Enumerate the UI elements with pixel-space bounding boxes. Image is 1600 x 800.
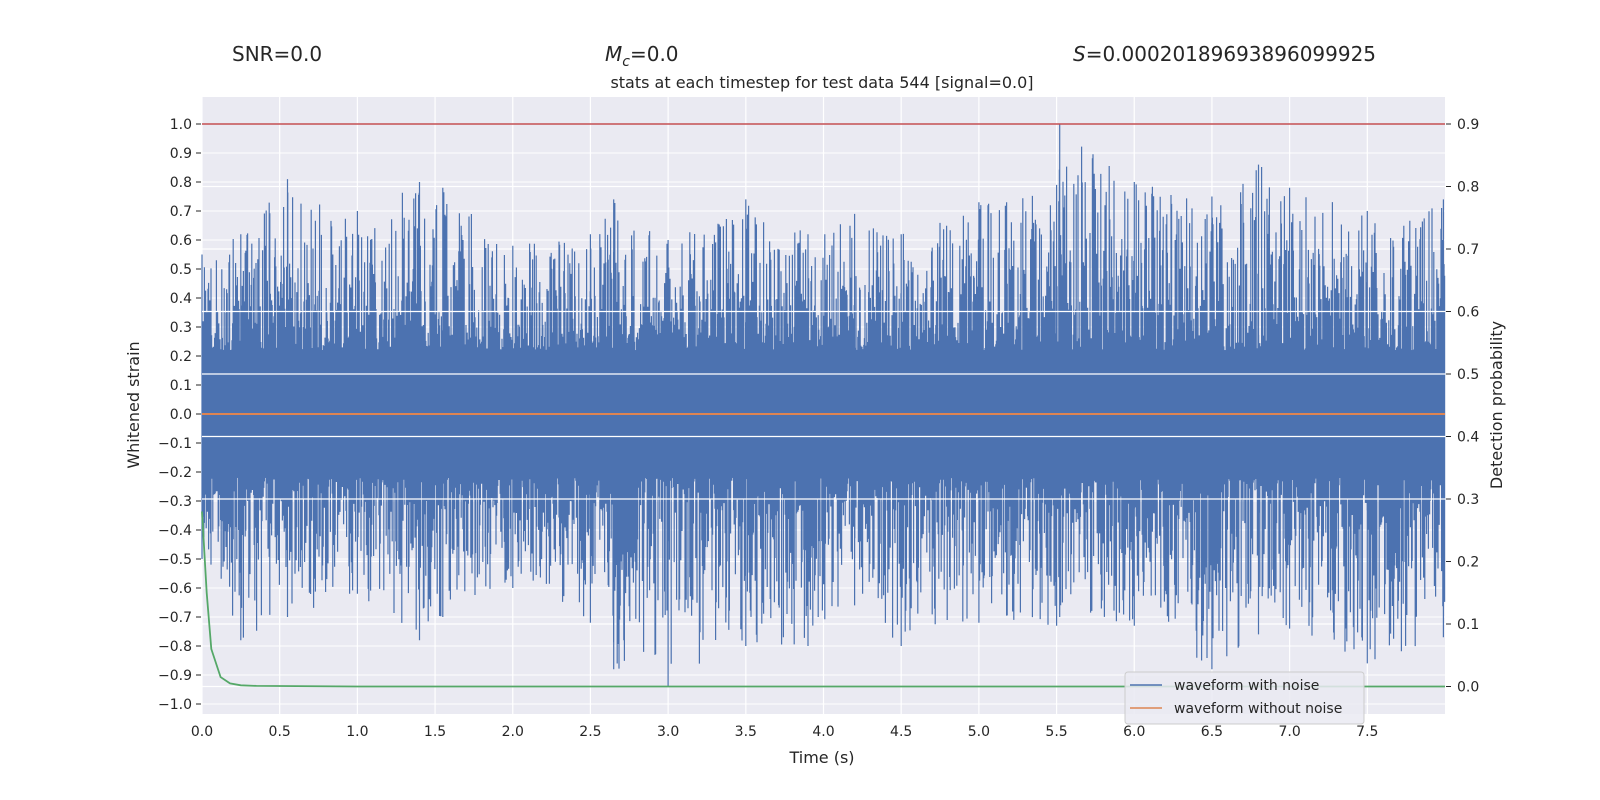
x-tick-label: 2.0 [502, 724, 524, 740]
y-right-tick-label: 0.3 [1457, 492, 1479, 508]
x-tick-label: 1.5 [424, 724, 446, 740]
chart-title: stats at each timestep for test data 544… [610, 73, 1033, 92]
y-tick-label: 0.5 [170, 262, 192, 278]
x-tick-label: 3.0 [657, 724, 679, 740]
y-tick-label: 0.6 [170, 233, 192, 249]
y-tick-label: −0.7 [158, 610, 192, 626]
x-tick-label: 4.5 [890, 724, 912, 740]
legend-label-clean: waveform without noise [1174, 701, 1342, 717]
y-tick-label: −0.1 [158, 436, 192, 452]
y-tick-label: 0.9 [170, 146, 192, 162]
y-tick-label: −0.2 [158, 465, 192, 481]
y-tick-label: 1.0 [170, 117, 192, 133]
y-tick-label: −0.6 [158, 581, 192, 597]
legend-box [1124, 671, 1365, 725]
y-axis-right-label: Detection probability [1487, 321, 1506, 489]
legend-label-noise: waveform with noise [1174, 678, 1319, 694]
y-tick-label: 0.3 [170, 320, 192, 336]
y-tick-label: −0.9 [158, 668, 192, 684]
y-axis-label: Whitened strain [124, 341, 143, 468]
x-tick-label: 1.0 [346, 724, 368, 740]
y-tick-label: 0.2 [170, 349, 192, 365]
y-tick-label: −0.3 [158, 494, 192, 510]
x-tick-label: 0.5 [269, 724, 291, 740]
chirp-mass-stat: Mc=0.0 [605, 42, 679, 70]
x-tick-label: 7.5 [1356, 724, 1378, 740]
x-tick-label: 7.0 [1278, 724, 1300, 740]
x-tick-label: 6.0 [1123, 724, 1145, 740]
legend: waveform with noise waveform without noi… [1124, 671, 1365, 725]
y-right-tick-label: 0.8 [1457, 180, 1479, 196]
y-tick-label: 0.4 [170, 291, 192, 307]
chirp-mass-value: =0.0 [630, 42, 679, 66]
x-tick-label: 5.0 [968, 724, 990, 740]
y-right-tick-label: 0.0 [1457, 680, 1479, 696]
y-right-tick-label: 0.5 [1457, 367, 1479, 383]
detection-probability-line [201, 511, 1445, 688]
y-right-tick-label: 0.1 [1457, 617, 1479, 633]
y-right-tick-label: 0.7 [1457, 242, 1479, 258]
x-tick-label: 5.5 [1045, 724, 1067, 740]
y-right-tick-label: 0.2 [1457, 555, 1479, 571]
y-tick-label: 0.1 [170, 378, 192, 394]
y-tick-label: −0.4 [158, 523, 192, 539]
y-right-tick-label: 0.9 [1457, 117, 1479, 133]
chirp-mass-subscript: c [622, 54, 630, 70]
chirp-mass-symbol: M [605, 42, 622, 66]
x-tick-label: 2.5 [579, 724, 601, 740]
y-right-tick-label: 0.4 [1457, 430, 1479, 446]
x-tick-label: 6.5 [1201, 724, 1223, 740]
x-tick-label: 3.5 [735, 724, 757, 740]
y-tick-label: −1.0 [158, 697, 192, 713]
s-stat: S=0.00020189693896099925 [1073, 42, 1376, 66]
y-tick-label: −0.5 [158, 552, 192, 568]
x-tick-label: 0.0 [191, 724, 213, 740]
y-tick-label: −0.8 [158, 639, 192, 655]
snr-stat: SNR=0.0 [232, 42, 322, 66]
s-symbol: S [1073, 42, 1086, 66]
series-layer [201, 123, 1446, 688]
x-tick-label: 4.0 [812, 724, 834, 740]
y-right-tick-label: 0.6 [1457, 305, 1479, 321]
y-tick-label: 0.7 [170, 204, 192, 220]
ticks-layer: 0.0 0.5 1.0 1.5 2.0 2.5 3.0 3.5 4.0 4.5 5.0 5.5 6.0 6… [158, 117, 1479, 740]
x-axis-label: Time (s) [788, 748, 854, 767]
s-value: =0.00020189693896099925 [1086, 42, 1376, 66]
y-tick-label: 0.0 [170, 407, 192, 423]
y-tick-label: 0.8 [170, 175, 192, 191]
